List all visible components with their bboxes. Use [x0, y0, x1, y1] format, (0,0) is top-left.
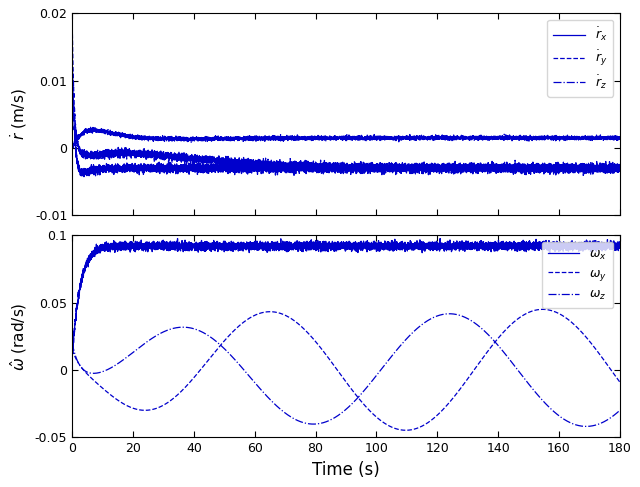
$\dot{r}_z$ — [68, 146, 76, 151]
$\omega_z$ — [616, 408, 623, 413]
$\dot{r}_y$ — [616, 163, 623, 169]
$\dot{r}_y$ — [607, 169, 614, 174]
Line: $\omega_y$: $\omega_y$ — [72, 309, 620, 431]
$\omega_z$ — [68, 340, 76, 346]
$\omega_y$ — [68, 347, 76, 353]
$\omega_z$ — [607, 415, 614, 421]
$\omega_y$ — [412, 426, 419, 432]
$\omega_x$ — [412, 244, 419, 250]
$\dot{r}_z$ — [403, 135, 411, 141]
$\dot{r}_z$ — [87, 124, 95, 130]
$\dot{r}_z$ — [607, 136, 614, 142]
$\omega_x$ — [500, 241, 508, 246]
$\dot{r}_y$ — [412, 166, 419, 172]
Line: $\dot{r}_z$: $\dot{r}_z$ — [72, 127, 620, 149]
$\omega_y$ — [402, 428, 410, 433]
$\dot{r}_x$ — [68, 47, 76, 53]
$\dot{r}_z$ — [100, 130, 108, 136]
$\omega_z$ — [403, 336, 411, 341]
$\omega_x$ — [68, 355, 76, 360]
$\omega_x$ — [607, 241, 614, 246]
Legend: $\dot{r}_x$, $\dot{r}_y$, $\dot{r}_z$: $\dot{r}_x$, $\dot{r}_y$, $\dot{r}_z$ — [547, 19, 614, 97]
$\omega_z$ — [412, 327, 419, 333]
$\omega_x$ — [436, 236, 444, 242]
Line: $\dot{r}_y$: $\dot{r}_y$ — [72, 20, 620, 175]
$\omega_y$ — [607, 367, 614, 373]
$\omega_y$ — [539, 306, 547, 312]
$\dot{r}_y$ — [68, 18, 76, 23]
$\dot{r}_x$ — [215, 162, 223, 168]
$\dot{r}_x$ — [100, 168, 108, 174]
$\dot{r}_z$ — [616, 136, 623, 142]
$\dot{r}_y$ — [579, 172, 587, 178]
$\dot{r}_z$ — [412, 134, 419, 140]
$\dot{r}_x$ — [412, 165, 419, 171]
$\omega_x$ — [403, 245, 411, 251]
$\omega_z$ — [214, 340, 222, 346]
$\omega_z$ — [500, 350, 508, 356]
Line: $\dot{r}_x$: $\dot{r}_x$ — [72, 50, 620, 177]
X-axis label: Time (s): Time (s) — [312, 461, 380, 479]
$\dot{r}_z$ — [215, 136, 223, 142]
$\omega_z$ — [100, 368, 108, 374]
$\dot{r}_x$ — [616, 165, 623, 171]
$\omega_z$ — [445, 311, 453, 317]
$\omega_y$ — [616, 379, 623, 385]
$\dot{r}_y$ — [403, 168, 411, 173]
$\omega_x$ — [214, 245, 222, 251]
$\dot{r}_x$ — [403, 165, 411, 170]
Y-axis label: $\hat{\omega}$ (rad/s): $\hat{\omega}$ (rad/s) — [8, 302, 29, 371]
$\omega_y$ — [403, 427, 411, 433]
$\dot{r}_y$ — [100, 151, 108, 157]
$\dot{r}_x$ — [500, 167, 508, 172]
$\omega_z$ — [582, 424, 590, 430]
$\dot{r}_z$ — [500, 136, 508, 142]
$\omega_x$ — [100, 245, 108, 251]
$\dot{r}_x$ — [80, 174, 88, 180]
$\omega_y$ — [100, 386, 108, 392]
$\dot{r}_y$ — [500, 164, 508, 170]
$\dot{r}_y$ — [214, 160, 222, 166]
Line: $\omega_z$: $\omega_z$ — [72, 314, 620, 427]
$\omega_y$ — [500, 328, 508, 334]
$\dot{r}_x$ — [607, 164, 614, 170]
$\omega_x$ — [616, 242, 623, 248]
Line: $\omega_x$: $\omega_x$ — [72, 239, 620, 357]
Y-axis label: $\dot{r}$ (m/s): $\dot{r}$ (m/s) — [8, 89, 29, 140]
Legend: $\omega_x$, $\omega_y$, $\omega_z$: $\omega_x$, $\omega_y$, $\omega_z$ — [542, 242, 614, 308]
$\omega_y$ — [214, 345, 222, 351]
$\dot{r}_z$ — [69, 146, 77, 152]
